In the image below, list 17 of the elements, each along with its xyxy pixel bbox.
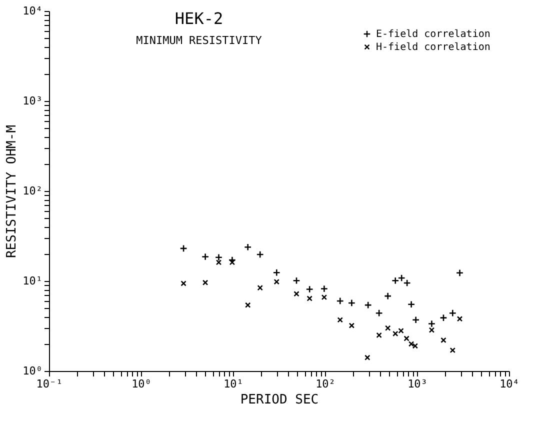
y-tick-label: 10⁴ — [22, 4, 42, 18]
x-tick-label: 10⁻¹ — [36, 378, 63, 390]
chart-title: HEK-2 — [174, 9, 224, 28]
y-axis-title: RESISTIVITY OHM-M — [4, 124, 20, 258]
text: MINIMUM RESISTIVITY — [136, 34, 262, 47]
x-tick-label: 10³ — [408, 378, 428, 390]
y-tick-label: 10¹ — [22, 274, 42, 288]
y-tick-label: 10⁰ — [22, 364, 42, 378]
x-tick-label: 10⁴ — [500, 378, 520, 390]
y-tick-label: 10² — [22, 184, 42, 198]
x-tick-label: 10⁰ — [132, 378, 152, 390]
x-axis-title: PERIOD SEC — [240, 392, 319, 408]
legend-label: E-field correlation — [376, 29, 490, 40]
x-tick-label: 10¹ — [224, 378, 244, 390]
y-tick-label: 10³ — [22, 94, 42, 108]
x-tick-label: 10² — [316, 378, 336, 390]
legend-label: H-field correlation — [376, 42, 490, 53]
